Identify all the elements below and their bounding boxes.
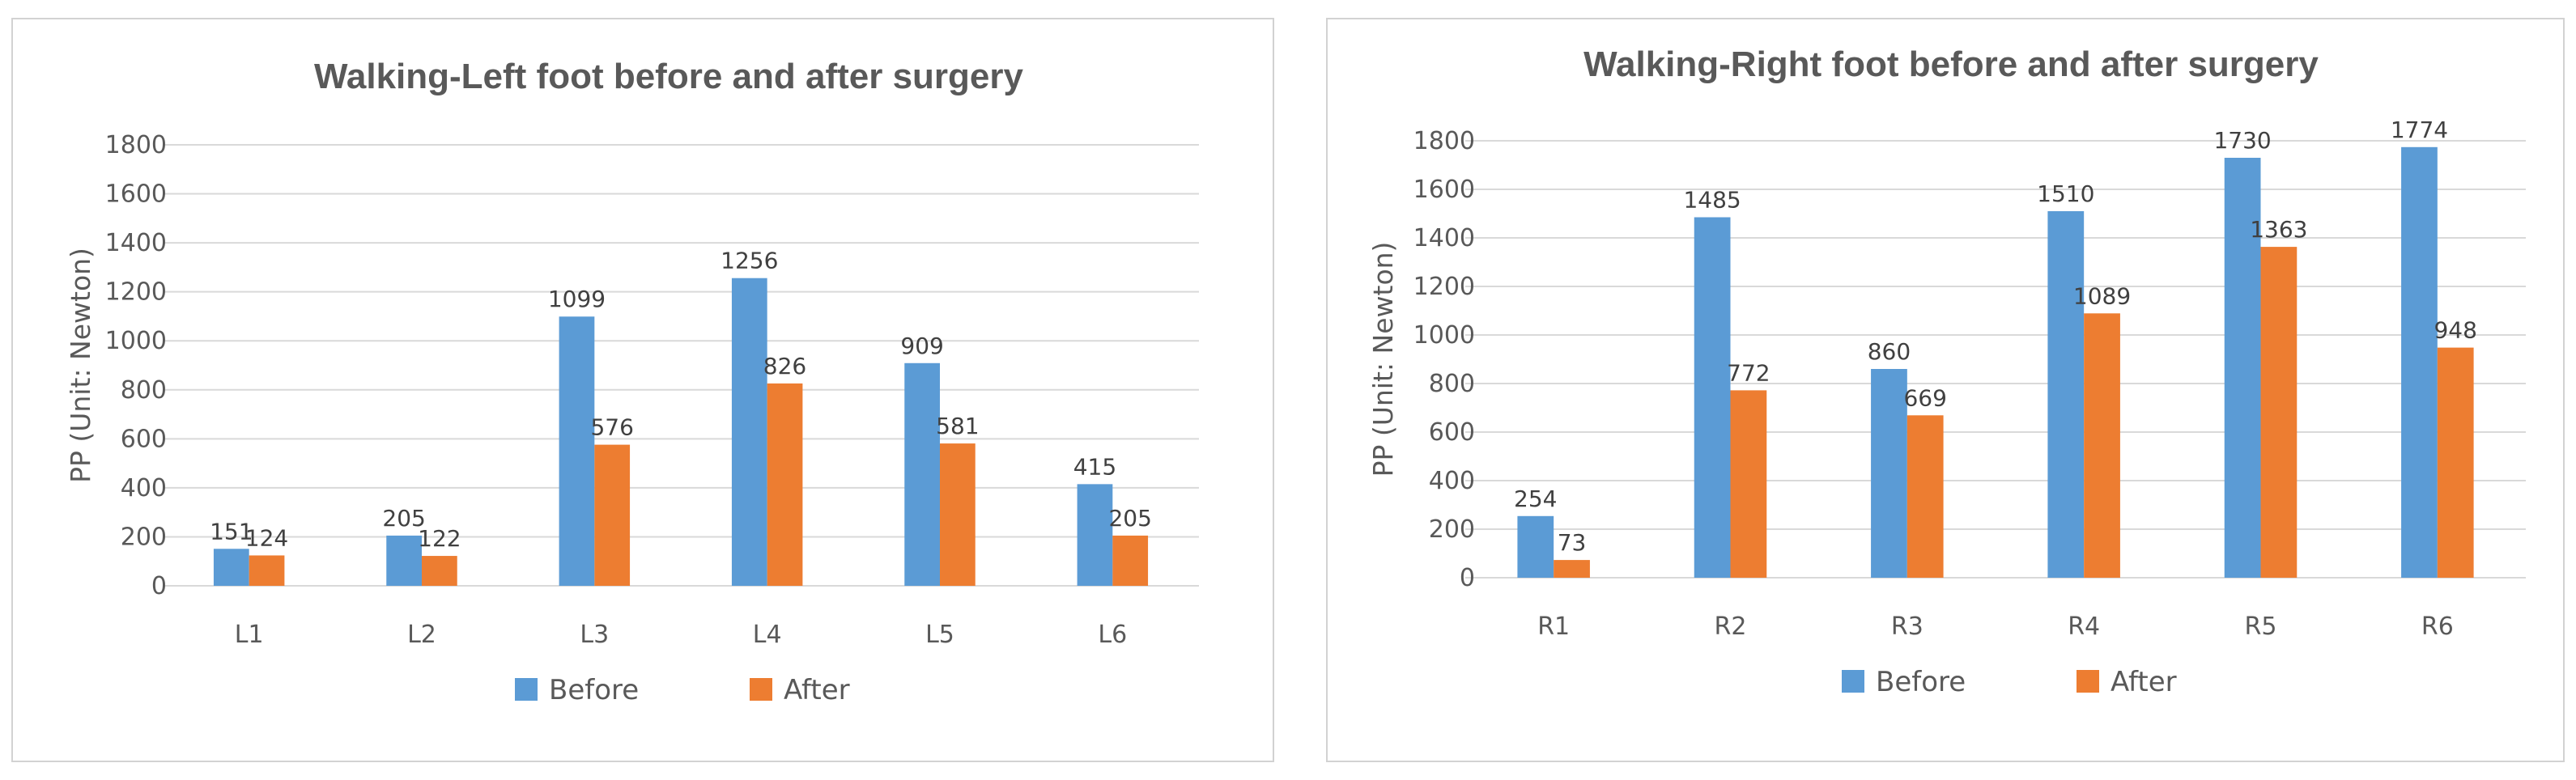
x-tick-label: R3: [1891, 613, 1923, 641]
y-tick-label: 1400: [105, 229, 167, 257]
after-bar-l6: [1112, 535, 1149, 586]
y-tick-label: 1000: [105, 327, 167, 355]
x-tick-label: R6: [2421, 613, 2454, 641]
y-axis-label: PP (Unit: Newton): [65, 248, 96, 483]
before-bar-l2: [386, 535, 422, 586]
before-legend-swatch: [515, 678, 538, 701]
before-value-label-l2: 205: [382, 505, 425, 532]
right-foot-chart: Walking-Right foot before and after surg…: [1367, 45, 2526, 698]
x-tick-label: R1: [1537, 613, 1570, 641]
after-value-label-r5: 1363: [2250, 216, 2307, 243]
after-bar-l3: [594, 444, 631, 586]
after-legend-swatch: [750, 678, 772, 701]
y-tick-label: 200: [1429, 515, 1475, 544]
before-bar-r2: [1694, 217, 1731, 578]
y-axis-label: PP (Unit: Newton): [1367, 242, 1399, 477]
before-bar-r1: [1517, 515, 1554, 578]
x-tick-label: R2: [1715, 613, 1747, 641]
y-tick-label: 600: [1429, 418, 1475, 447]
after-bar-r3: [1906, 415, 1944, 578]
x-tick-label: R4: [2068, 613, 2100, 641]
after-value-label-r6: 948: [2434, 317, 2476, 344]
after-value-label-l6: 205: [1108, 505, 1151, 532]
y-tick-label: 400: [121, 474, 167, 502]
y-tick-label: 0: [1460, 564, 1475, 592]
x-tick-label: L4: [753, 621, 782, 649]
before-value-label-l5: 909: [900, 333, 943, 359]
after-value-label-r1: 73: [1558, 529, 1587, 556]
y-tick-label: 200: [121, 523, 167, 551]
x-tick-label: L5: [925, 621, 954, 649]
after-value-label-r2: 772: [1727, 359, 1770, 386]
before-bar-l5: [904, 362, 940, 586]
after-value-label-l1: 124: [245, 524, 288, 551]
after-value-label-r4: 1089: [2073, 282, 2131, 309]
before-value-label-l1: 151: [210, 518, 253, 545]
chart-title: Walking-Left foot before and after surge…: [314, 57, 1024, 96]
before-bar-l1: [213, 549, 249, 586]
y-tick-label: 600: [121, 425, 167, 453]
y-tick-label: 1800: [1413, 127, 1475, 155]
after-bar-l1: [249, 555, 285, 586]
before-bar-r5: [2224, 158, 2261, 578]
after-bar-r6: [2437, 347, 2474, 578]
after-legend-swatch: [2077, 670, 2099, 693]
y-tick-label: 1000: [1413, 321, 1475, 350]
before-value-label-r5: 1730: [2213, 127, 2271, 154]
x-tick-label: R5: [2245, 613, 2277, 641]
before-legend-swatch: [1842, 670, 1864, 693]
after-bar-r1: [1554, 560, 1590, 578]
before-bar-r6: [2401, 146, 2438, 579]
after-value-label-l5: 581: [936, 413, 979, 439]
left-foot-chart-panel: Walking-Left foot before and after surge…: [11, 18, 1274, 762]
before-value-label-r1: 254: [1514, 485, 1557, 512]
after-legend-label: After: [784, 674, 850, 706]
before-bar-l6: [1077, 484, 1113, 586]
y-tick-label: 0: [151, 572, 167, 600]
after-value-label-l3: 576: [590, 414, 633, 441]
after-bar-r2: [1730, 390, 1767, 578]
y-tick-label: 1600: [1413, 176, 1475, 204]
left-foot-chart: Walking-Left foot before and after surge…: [65, 57, 1199, 706]
after-bar-l5: [940, 443, 976, 586]
after-bar-l2: [422, 556, 457, 586]
before-value-label-r3: 860: [1868, 338, 1911, 365]
after-legend-label: After: [2111, 666, 2177, 698]
before-value-label-l3: 1099: [548, 286, 606, 312]
before-legend-label: Before: [549, 674, 639, 706]
y-tick-label: 800: [121, 376, 167, 405]
before-bar-r4: [2047, 211, 2085, 578]
before-legend-label: Before: [1876, 666, 1966, 698]
y-tick-label: 1400: [1413, 224, 1475, 252]
x-tick-label: L3: [580, 621, 609, 649]
after-bar-r4: [2084, 313, 2120, 578]
y-tick-label: 1200: [1413, 273, 1475, 301]
before-value-label-r6: 1774: [2391, 117, 2448, 143]
after-value-label-r3: 669: [1903, 384, 1946, 411]
before-value-label-l4: 1256: [721, 248, 778, 274]
y-tick-label: 400: [1429, 467, 1475, 495]
before-bar-l4: [731, 278, 767, 586]
after-bar-l4: [767, 383, 803, 586]
x-tick-label: L2: [407, 621, 436, 649]
before-bar-l3: [559, 316, 595, 586]
x-tick-label: L6: [1098, 621, 1127, 649]
after-bar-r5: [2260, 247, 2298, 578]
x-tick-label: L1: [235, 621, 264, 649]
before-bar-r3: [1871, 369, 1907, 578]
after-value-label-l4: 826: [763, 353, 806, 379]
y-tick-label: 1200: [105, 278, 167, 307]
y-tick-label: 800: [1429, 370, 1475, 398]
before-value-label-r2: 1485: [1683, 187, 1741, 214]
before-value-label-l6: 415: [1073, 453, 1116, 480]
right-foot-chart-panel: Walking-Right foot before and after surg…: [1326, 18, 2565, 762]
before-value-label-r4: 1510: [2037, 180, 2094, 207]
after-value-label-l2: 122: [418, 525, 461, 552]
chart-title: Walking-Right foot before and after surg…: [1583, 45, 2319, 84]
y-tick-label: 1600: [105, 180, 167, 209]
y-tick-label: 1800: [105, 131, 167, 159]
